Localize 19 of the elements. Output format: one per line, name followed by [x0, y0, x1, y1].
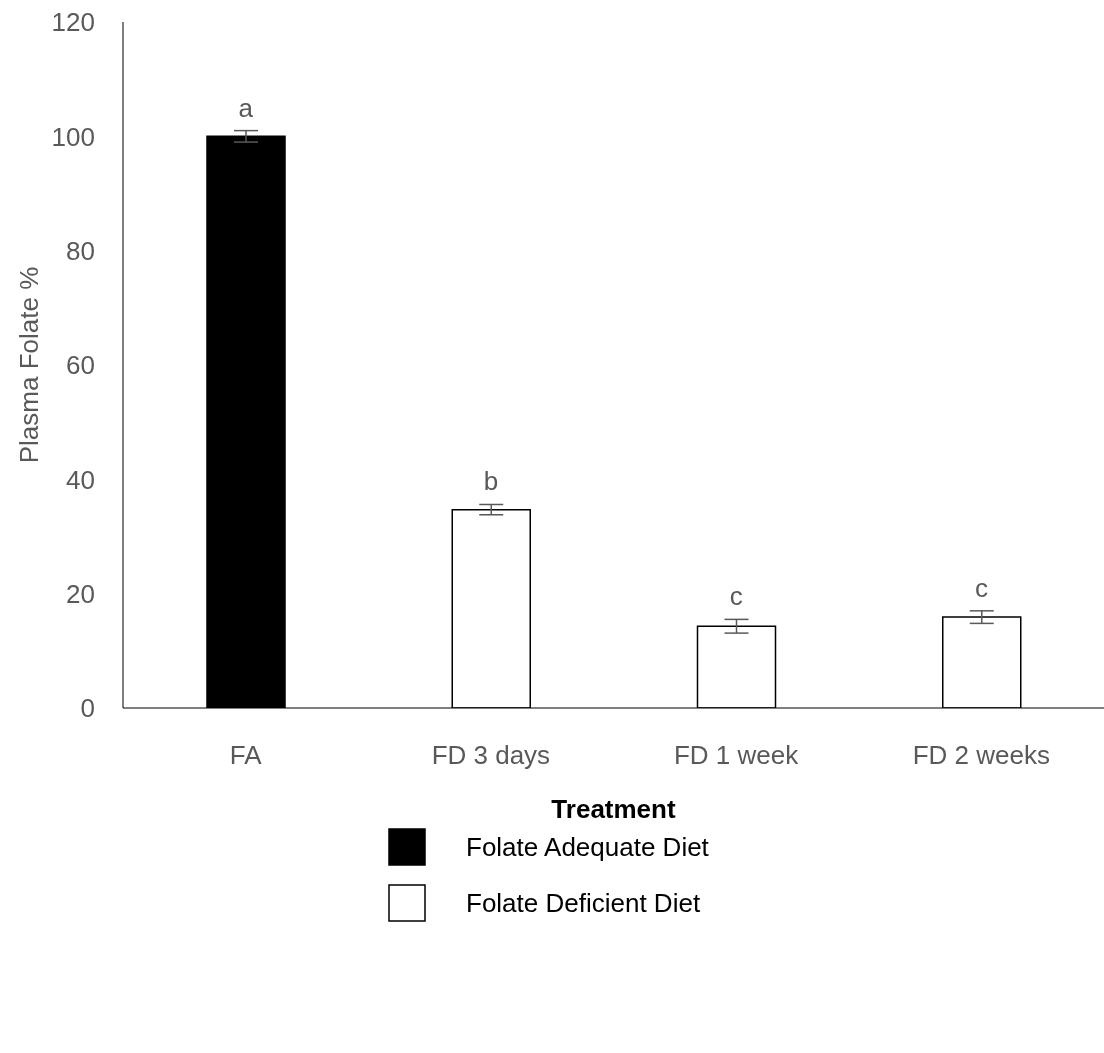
y-tick-label: 80 [66, 235, 95, 266]
y-tick-label: 60 [66, 350, 95, 381]
y-tick-label: 100 [51, 121, 95, 152]
x-axis-title: Treatment [551, 794, 676, 824]
legend-label: Folate Adequate Diet [466, 831, 709, 863]
x-tick-label: FD 3 days [431, 740, 551, 771]
y-axis-title: Plasma Folate % [14, 266, 45, 464]
y-tick-label: 0 [80, 693, 95, 724]
y-tick-label: 40 [66, 464, 95, 495]
annotation: c [729, 581, 743, 612]
y-tick-label: 20 [66, 578, 95, 609]
legend-label: Folate Deficient Diet [466, 887, 701, 919]
y-tick-label: 120 [51, 7, 95, 38]
x-tick-label: FD 1 week [673, 740, 800, 771]
x-tick-label: FA [229, 740, 263, 771]
annotation: a [238, 92, 254, 123]
x-tick-label: FD 2 weeks [912, 740, 1051, 771]
annotation: b [483, 466, 499, 497]
annotation: c [974, 572, 988, 603]
